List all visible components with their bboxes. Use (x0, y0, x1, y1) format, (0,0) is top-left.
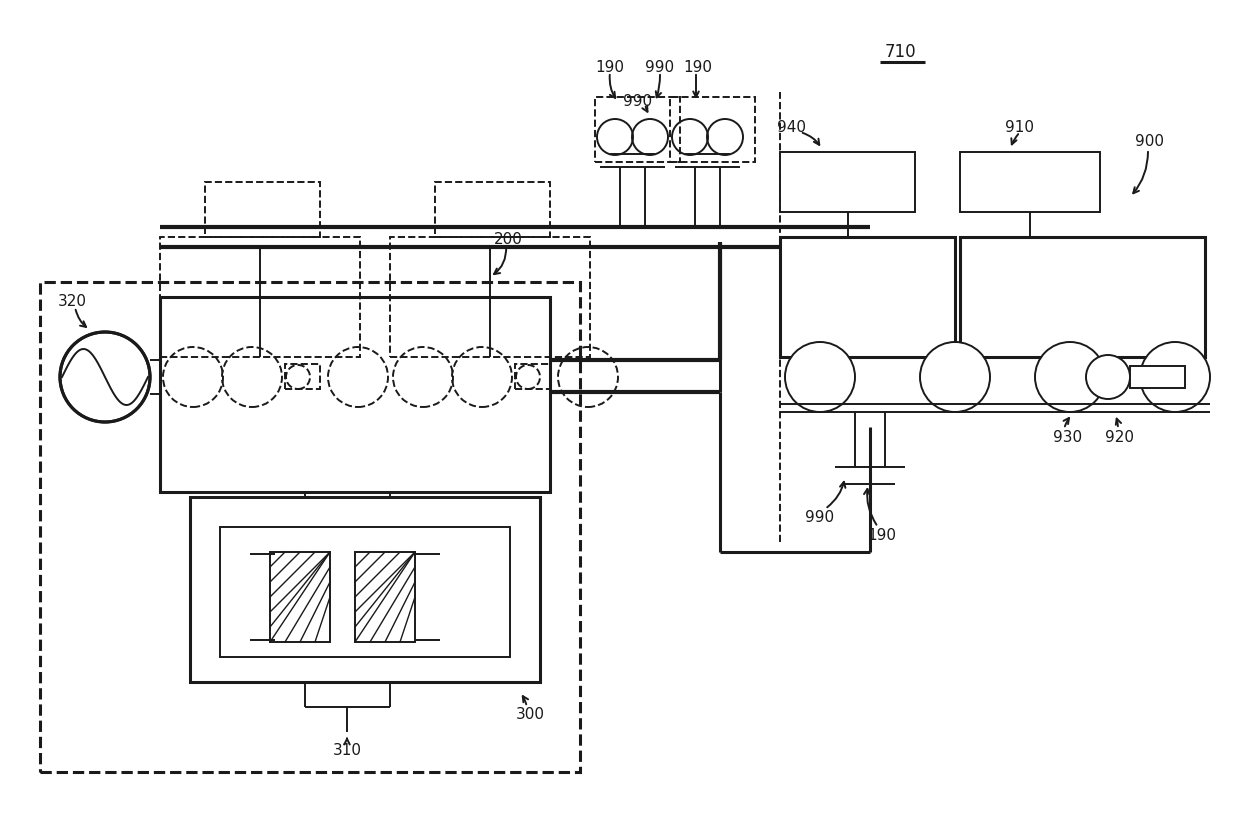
Bar (435, 182, 551, 237)
Bar (780, 237, 955, 357)
Text: 710: 710 (884, 43, 916, 61)
Text: 990: 990 (646, 59, 675, 75)
Text: 320: 320 (57, 294, 87, 310)
Text: 900: 900 (1136, 135, 1164, 150)
Circle shape (1035, 342, 1105, 412)
Bar (219, 527, 510, 657)
Bar (780, 152, 915, 212)
Bar (960, 237, 1205, 357)
Bar (670, 97, 755, 162)
Bar (960, 152, 1100, 212)
Text: 940: 940 (777, 119, 806, 135)
Bar (190, 497, 539, 682)
Bar (355, 552, 415, 642)
Bar (270, 552, 330, 642)
Circle shape (920, 342, 990, 412)
Text: 920: 920 (1106, 430, 1135, 445)
Bar (205, 182, 320, 237)
Text: 310: 310 (332, 742, 362, 758)
Bar (40, 282, 580, 772)
Circle shape (1140, 342, 1210, 412)
Bar (285, 364, 320, 389)
Bar (391, 237, 590, 357)
Bar (595, 97, 680, 162)
Text: 910: 910 (1006, 119, 1034, 135)
Bar (160, 297, 551, 492)
Text: 190: 190 (683, 59, 713, 75)
Text: 300: 300 (516, 706, 544, 722)
Text: 190: 190 (868, 528, 897, 543)
Bar (160, 237, 360, 357)
Circle shape (1086, 355, 1130, 399)
Circle shape (60, 332, 150, 422)
Text: 200: 200 (494, 232, 522, 247)
Text: 990: 990 (806, 510, 835, 524)
Bar (515, 364, 551, 389)
Text: 190: 190 (595, 59, 625, 75)
Text: 930: 930 (1054, 430, 1083, 445)
Bar (1130, 366, 1185, 388)
Text: 990: 990 (624, 95, 652, 109)
Circle shape (785, 342, 856, 412)
